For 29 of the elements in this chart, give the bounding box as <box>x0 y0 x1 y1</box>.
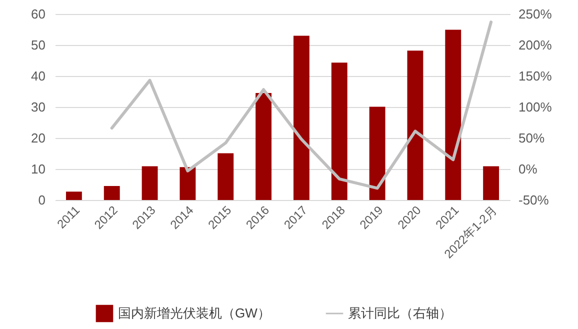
y-tick-label: 50 <box>31 38 46 52</box>
bar <box>369 106 386 200</box>
bar <box>180 167 196 200</box>
y-tick-label: 20 <box>31 130 46 146</box>
y-tick-label: 30 <box>31 100 46 114</box>
bar <box>293 36 310 200</box>
y2-tick-label: 200% <box>518 38 552 52</box>
line-series <box>110 20 493 190</box>
legend-label: 累计同比（右轴） <box>348 306 452 320</box>
y-tick-label: 0 <box>38 192 46 208</box>
bar <box>256 93 272 200</box>
legend-label: 国内新增光伏装机（GW） <box>118 306 270 320</box>
bar <box>407 50 424 200</box>
y2-tick-label: 250% <box>518 6 552 22</box>
y2-tick-label: 100% <box>518 100 552 114</box>
y2-tick-label: 150% <box>518 68 552 84</box>
bar <box>66 192 82 200</box>
y-tick-label: 10 <box>31 162 46 176</box>
y-tick-label: 60 <box>31 6 46 22</box>
y2-tick-label: 50% <box>518 130 545 146</box>
y2-tick-label: -50% <box>518 192 550 208</box>
bar <box>483 166 500 200</box>
y-tick-label: 40 <box>31 68 46 84</box>
bar <box>445 30 462 200</box>
y2-tick-label: 0% <box>518 162 538 176</box>
bar <box>104 186 120 200</box>
bar <box>142 166 158 200</box>
bar <box>218 153 234 200</box>
bar <box>331 62 348 200</box>
